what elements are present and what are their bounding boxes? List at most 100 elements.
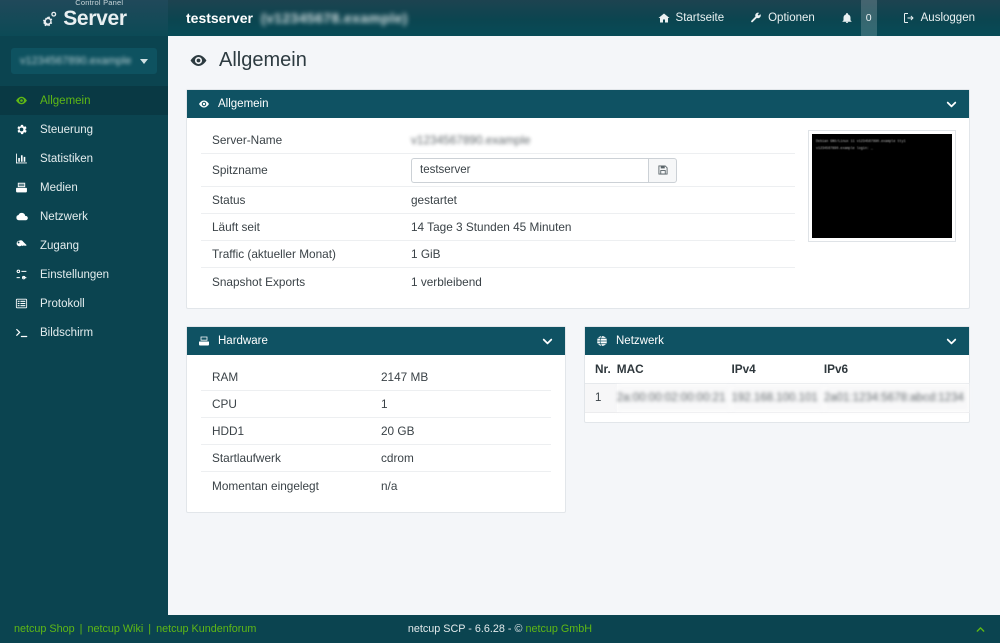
- bar-chart-icon: [14, 152, 29, 165]
- top-nav-ausloggen-label: Ausloggen: [920, 12, 975, 24]
- row-ram-value: 2147 MB: [381, 370, 429, 384]
- row-status-key: Status: [212, 193, 246, 207]
- row-uptime: Läuft seit 14 Tage 3 Stunden 45 Minuten: [201, 214, 795, 241]
- chevron-up-icon[interactable]: [975, 624, 1000, 635]
- disk-icon: [198, 335, 210, 347]
- network-cell-ipv6: 2a01:1234:5678:abcd:1234: [823, 383, 970, 413]
- row-ram-key: RAM: [212, 370, 239, 384]
- gear-icon: [41, 11, 58, 28]
- footer-link-wiki[interactable]: netcup Wiki: [87, 623, 144, 635]
- row-cpu: CPU 1: [201, 391, 551, 418]
- row-snapshot-exports-value: 1 verbleibend: [411, 274, 482, 289]
- server-select-value: v1234567890.example: [20, 55, 132, 67]
- sidebar-item-steuerung[interactable]: Steuerung: [0, 115, 168, 144]
- console-preview-wrapper: Debian GNU/Linux 11 v1234567890.example …: [809, 127, 955, 295]
- row-status-value: gestartet: [411, 193, 457, 207]
- save-icon[interactable]: [648, 157, 677, 183]
- sidebar-item-protokoll-label: Protokoll: [40, 297, 85, 310]
- panel-hardware-title: Hardware: [218, 335, 268, 347]
- server-select[interactable]: v1234567890.example: [11, 48, 157, 74]
- sidebar-item-medien-label: Medien: [40, 181, 78, 194]
- footer-separator-1: |: [79, 623, 83, 635]
- body-container: v1234567890.example Allgemein Steuerung: [0, 36, 1000, 643]
- sidebar-item-medien[interactable]: Medien: [0, 173, 168, 202]
- row-cpu-value: 1: [381, 397, 388, 411]
- header-server-title: testserver (v12345678.example): [168, 0, 645, 36]
- sidebar-item-netzwerk[interactable]: Netzwerk: [0, 202, 168, 231]
- row-snapshot-exports-key: Snapshot Exports: [212, 274, 306, 289]
- panel-netzwerk-title: Netzwerk: [616, 335, 664, 347]
- row-spitzname-key: Spitzname: [212, 163, 268, 177]
- sidebar: v1234567890.example Allgemein Steuerung: [0, 36, 168, 643]
- panel-netzwerk-header[interactable]: Netzwerk: [585, 327, 969, 355]
- row-traffic-value: 1 GiB: [411, 247, 441, 261]
- panel-allgemein: Allgemein Server-Name v1234567890.exampl…: [186, 89, 970, 309]
- network-cell-ipv4: 192.168.100.101: [731, 383, 824, 413]
- row-server-name-key: Server-Name: [212, 133, 283, 147]
- row-momentan-eingelegt: Momentan eingelegt n/a: [201, 472, 551, 499]
- bell-icon: [841, 12, 853, 24]
- row-hdd1: HDD1 20 GB: [201, 418, 551, 445]
- disk-icon: [14, 181, 29, 194]
- sidebar-item-allgemein[interactable]: Allgemein: [0, 86, 168, 115]
- top-nav: Startseite Optionen 0 Ausloggen: [645, 0, 1000, 37]
- footer-links: netcup Shop | netcup Wiki | netcup Kunde…: [0, 623, 256, 635]
- top-nav-startseite[interactable]: Startseite: [645, 0, 738, 36]
- top-nav-ausloggen[interactable]: Ausloggen: [890, 0, 988, 36]
- gear-icon: [14, 123, 29, 136]
- row-status: Status gestartet: [201, 187, 795, 214]
- footer-company-link[interactable]: netcup GmbH: [525, 623, 593, 635]
- row-snapshot-exports: Snapshot Exports 1 verbleibend: [201, 268, 795, 295]
- eye-icon: [14, 94, 29, 107]
- chevron-down-icon[interactable]: [945, 98, 958, 111]
- brand-title: Server: [63, 6, 127, 30]
- top-nav-startseite-label: Startseite: [675, 12, 725, 24]
- panel-netzwerk-body: Nr. MAC IPv4 IPv6 1 2a:00:00: [585, 355, 970, 422]
- panel-allgemein-title: Allgemein: [218, 98, 269, 110]
- row-server-name-value: v1234567890.example: [411, 133, 531, 147]
- key-icon: [14, 239, 29, 252]
- sidebar-item-zugang[interactable]: Zugang: [0, 231, 168, 260]
- bottom-panels: Hardware RAM 2147 MB CPU: [186, 326, 970, 530]
- sidebar-item-einstellungen[interactable]: Einstellungen: [0, 260, 168, 289]
- row-spitzname-value: [411, 157, 795, 183]
- row-server-name: Server-Name v1234567890.example: [201, 127, 795, 154]
- chevron-down-icon[interactable]: [945, 335, 958, 348]
- sidebar-item-steuerung-label: Steuerung: [40, 123, 94, 136]
- home-icon: [658, 12, 670, 24]
- footer-version-text: netcup SCP - 6.6.28 - ©: [407, 623, 526, 635]
- sidebar-item-allgemein-label: Allgemein: [40, 94, 91, 107]
- header-server-id-redacted: (v12345678.example): [260, 10, 408, 26]
- chevron-down-icon[interactable]: [541, 335, 554, 348]
- row-startlaufwerk: Startlaufwerk cdrom: [201, 445, 551, 472]
- top-nav-notifications[interactable]: 0: [828, 0, 890, 37]
- panel-netzwerk: Netzwerk Nr. MAC: [584, 326, 970, 423]
- row-hdd1-value: 20 GB: [381, 424, 415, 438]
- panel-allgemein-header[interactable]: Allgemein: [187, 90, 969, 118]
- network-col-ipv4: IPv4: [731, 355, 824, 384]
- row-traffic-key: Traffic (aktueller Monat): [212, 247, 336, 261]
- caret-down-icon: [140, 58, 148, 64]
- sidebar-item-protokoll[interactable]: Protokoll: [0, 289, 168, 318]
- sidebar-item-bildschirm-label: Bildschirm: [40, 326, 94, 339]
- footer-link-kundenforum[interactable]: netcup Kundenforum: [156, 623, 257, 635]
- footer-link-shop[interactable]: netcup Shop: [14, 623, 75, 635]
- sidebar-item-einstellungen-label: Einstellungen: [40, 268, 110, 281]
- eye-icon: [198, 98, 210, 110]
- row-hdd1-key: HDD1: [212, 424, 245, 438]
- brand-subtitle: Control Panel: [75, 0, 124, 7]
- brand-logo[interactable]: Control Panel Server: [0, 0, 168, 36]
- terminal-icon: [14, 326, 29, 340]
- console-thumbnail[interactable]: Debian GNU/Linux 11 v1234567890.example …: [809, 131, 955, 241]
- sidebar-item-bildschirm[interactable]: Bildschirm: [0, 318, 168, 347]
- network-col-mac: MAC: [616, 355, 732, 384]
- panel-hardware-header[interactable]: Hardware: [187, 327, 565, 355]
- top-nav-optionen[interactable]: Optionen: [737, 0, 828, 36]
- server-select-wrapper: v1234567890.example: [0, 46, 168, 86]
- row-traffic: Traffic (aktueller Monat) 1 GiB: [201, 241, 795, 268]
- top-bar: Control Panel Server testserver (v123456…: [0, 0, 1000, 37]
- spitzname-input[interactable]: [411, 157, 648, 183]
- network-col-ipv6: IPv6: [823, 355, 970, 384]
- sliders-icon: [14, 268, 29, 281]
- sidebar-item-statistiken[interactable]: Statistiken: [0, 144, 168, 173]
